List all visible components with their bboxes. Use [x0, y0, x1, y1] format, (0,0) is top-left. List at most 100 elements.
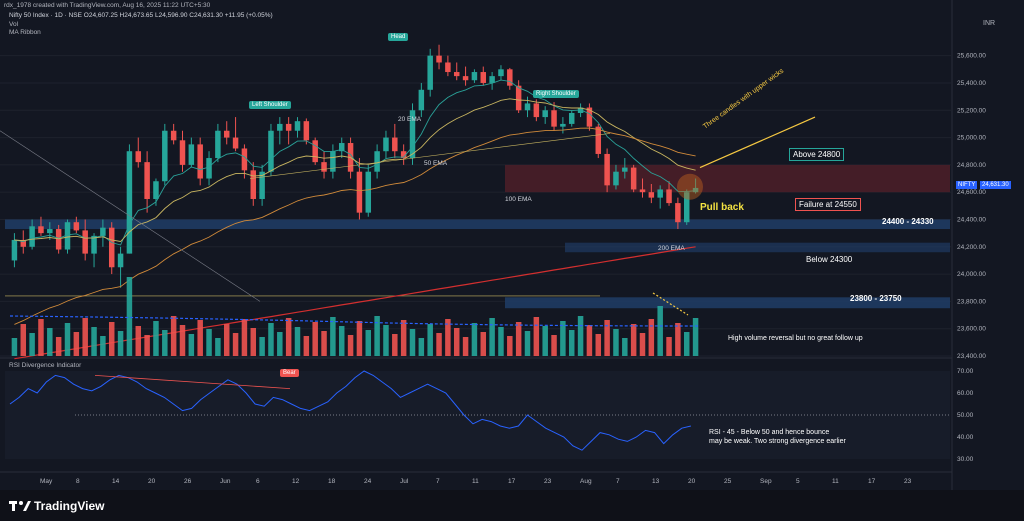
creator-line: rdx_1978 created with TradingView.com, A… [4, 2, 211, 9]
volume-bar [268, 323, 274, 356]
time-tick-label: 23 [544, 478, 552, 485]
candle-body [197, 144, 203, 179]
time-tick-label: 6 [256, 478, 260, 485]
symbol-line[interactable]: Nifty 50 Index · 1D · NSE O24,607.25 H24… [9, 12, 273, 19]
volume-bar [20, 324, 27, 356]
candle-body [11, 239, 18, 261]
candle-body [108, 227, 115, 268]
volume-bar [330, 317, 336, 356]
volume-bar [471, 323, 478, 356]
time-tick-label: 11 [472, 478, 479, 485]
volume-bar [507, 336, 513, 356]
volume-bar [622, 338, 628, 356]
price-tick-label: 25,400.00 [957, 80, 986, 87]
volume-bar [117, 331, 124, 356]
footer-brand[interactable]: TradingView [34, 499, 105, 513]
support-zone-23800 [505, 297, 950, 309]
tradingview-logo-icon[interactable] [9, 499, 31, 517]
volume-bar [515, 322, 522, 356]
candle-body [29, 226, 35, 247]
time-tick-label: 8 [76, 478, 80, 485]
volume-bar [259, 337, 265, 356]
volume-bar [64, 323, 71, 356]
candle-body [206, 158, 212, 179]
candle-body [259, 171, 265, 199]
volume-bar [11, 338, 18, 356]
volume-arrow [652, 292, 689, 316]
volume-bar [47, 328, 53, 356]
volume-bar [55, 337, 62, 356]
volume-bar [551, 335, 557, 356]
volume-bar [648, 319, 655, 356]
volume-bar [498, 327, 504, 356]
volume-bar [595, 334, 602, 356]
candle-body [64, 222, 71, 250]
candle-body [135, 151, 142, 163]
candle-body [498, 69, 504, 77]
volume-bar [338, 326, 345, 356]
time-tick-label: Jun [220, 478, 231, 485]
candle-body [82, 230, 88, 254]
candle-body [471, 72, 478, 81]
candle-body [692, 187, 699, 193]
support-zone-24400 [5, 219, 950, 230]
zone2-label: 23800 - 23750 [850, 294, 902, 303]
volume-bar [383, 325, 389, 356]
volume-bar [294, 327, 301, 356]
volume-bar [577, 316, 584, 356]
volume-bar [91, 327, 97, 356]
indicator-vol[interactable]: Vol [9, 21, 19, 28]
volume-bar [38, 319, 44, 356]
candle-body [560, 123, 566, 127]
candle-body [683, 192, 690, 223]
candle-body [409, 110, 416, 159]
volume-bar [100, 336, 106, 356]
indicator-ma-ribbon[interactable]: MA Ribbon [9, 29, 41, 36]
candle-body [418, 89, 425, 111]
volume-bar [392, 334, 398, 356]
volume-bar [82, 318, 88, 356]
time-tick-label: Sep [760, 478, 772, 485]
candle-body [666, 189, 672, 204]
candle-body [170, 130, 177, 141]
volume-bar [462, 337, 469, 356]
candle-body [232, 137, 239, 149]
candle-body [312, 140, 318, 163]
volume-bar [29, 333, 35, 356]
rsi-line [9, 370, 692, 451]
volume-bar [215, 338, 221, 356]
volume-bar [400, 320, 407, 356]
volume-bar [321, 331, 327, 356]
price-tick-label: 23,400.00 [957, 353, 986, 360]
volume-bar [108, 322, 115, 356]
candle-body [38, 226, 44, 234]
candle-body [595, 126, 602, 154]
diagonal-line [0, 130, 261, 302]
volume-bar [480, 332, 487, 356]
above-label: Above 24800 [789, 148, 845, 161]
candle-body [400, 151, 407, 159]
rsi-tick-label: 50.00 [957, 412, 974, 419]
rsi-tick-label: 60.00 [957, 390, 974, 397]
volume-bar [356, 321, 363, 356]
rsi-title[interactable]: RSI Divergence Indicator [9, 362, 82, 369]
volume-bar [206, 329, 212, 356]
candle-body [330, 151, 336, 172]
candle-body [453, 72, 460, 77]
candle-body [20, 239, 27, 247]
rsi-tick-label: 70.00 [957, 368, 974, 375]
candle-body [542, 110, 548, 118]
candle-body [294, 121, 301, 131]
price-tick-label: 24,200.00 [957, 244, 986, 251]
left-shoulder-label: Left Shoulder [249, 101, 291, 109]
volume-bar [277, 332, 283, 356]
candle-body [91, 235, 97, 254]
volume-bar [489, 318, 495, 356]
price-tick-label: 24,600.00 [957, 189, 986, 196]
price-tick-label: 24,000.00 [957, 271, 986, 278]
candle-body [321, 162, 327, 172]
ema100-label: 100 EMA [505, 196, 532, 203]
volume-bar [365, 330, 372, 356]
volume-bar [312, 322, 318, 356]
